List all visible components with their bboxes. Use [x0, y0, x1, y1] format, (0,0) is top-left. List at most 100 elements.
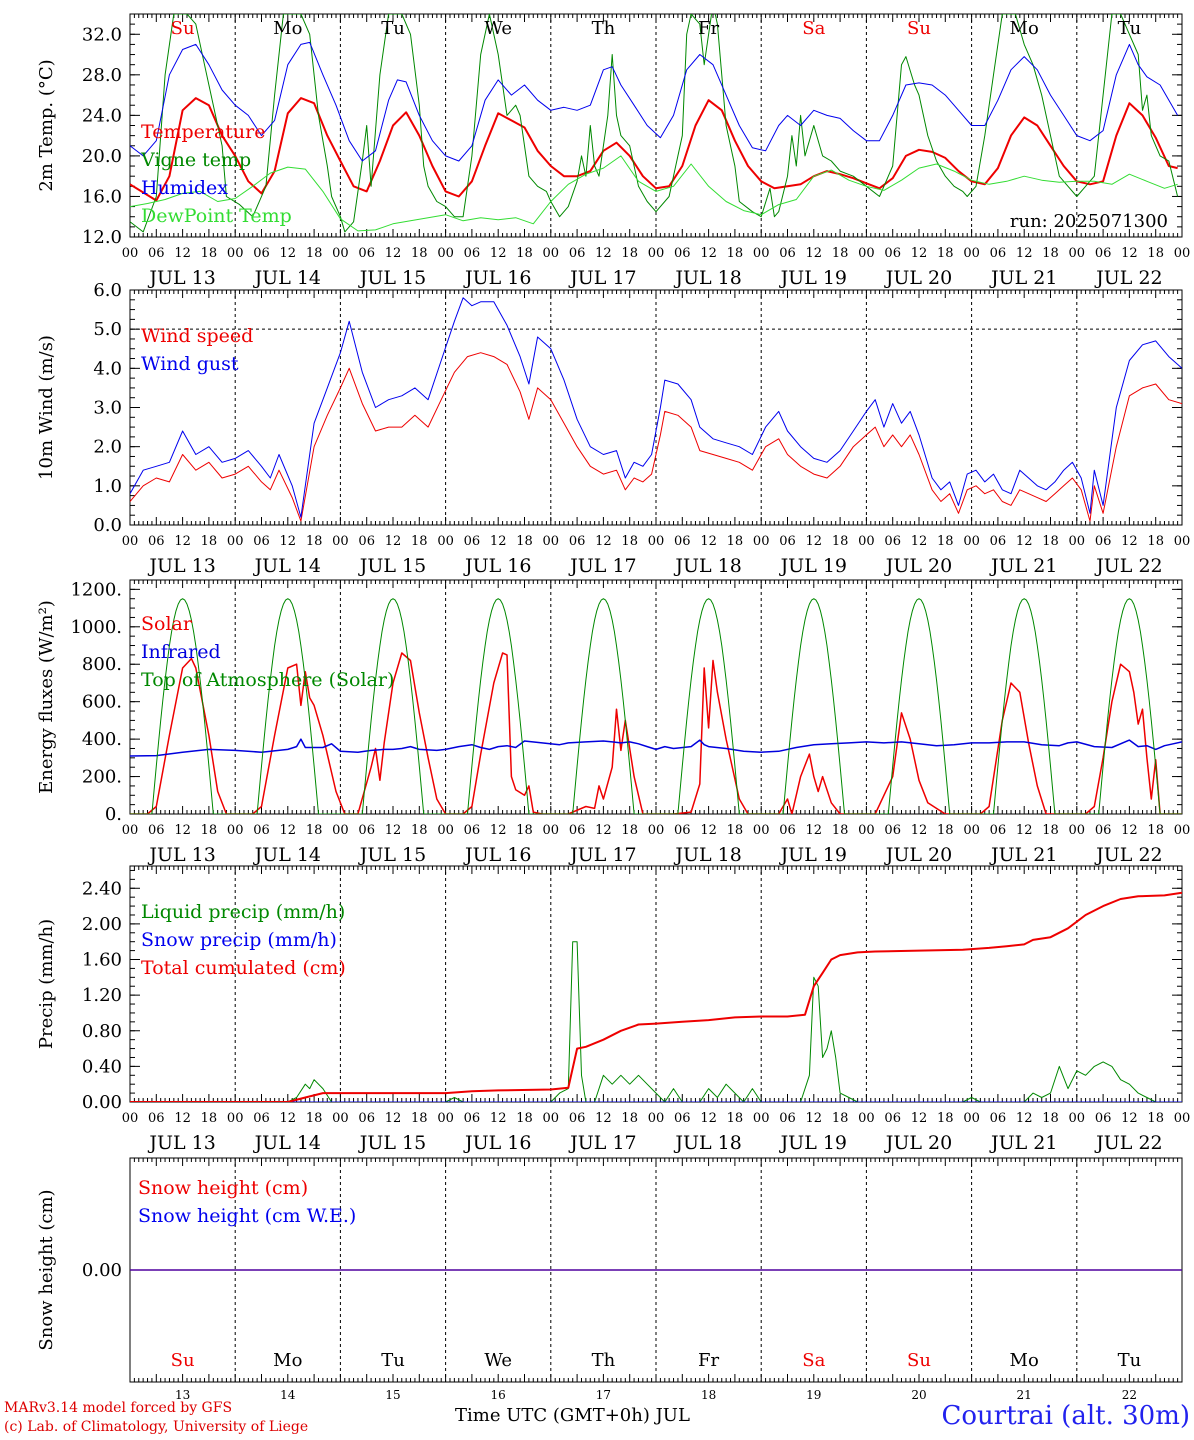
weekday-label: Mo — [273, 18, 302, 39]
x-tick-label: 00 — [753, 823, 770, 838]
x-tick-label: 06 — [569, 246, 586, 261]
x-tick-label: 12 — [280, 246, 297, 261]
x-tick-label: 00 — [753, 534, 770, 549]
x-tick-label: 06 — [990, 823, 1007, 838]
x-tick-label: 18 — [1147, 1111, 1164, 1126]
x-tick-label: 06 — [148, 534, 165, 549]
x-tick-label: 00 — [122, 246, 139, 261]
date-label: JUL 18 — [673, 844, 741, 866]
date-label: JUL 19 — [779, 267, 847, 289]
x-tick-label: 00 — [332, 1111, 349, 1126]
station-title: Courtrai (alt. 30m) — [941, 1401, 1191, 1431]
x-tick-label: 06 — [1095, 534, 1112, 549]
x-tick-label: 06 — [148, 246, 165, 261]
date-label: JUL 13 — [147, 555, 215, 577]
x-tick-label: 12 — [806, 823, 823, 838]
x-tick-label: 18 — [306, 1111, 323, 1126]
date-label: JUL 20 — [884, 555, 952, 577]
x-axis-title: Time UTC (GMT+0h) JUL — [455, 1405, 690, 1426]
x-tick-label: 18 — [621, 246, 638, 261]
legend-entry: Vigne temp — [140, 149, 251, 171]
date-label: JUL 17 — [568, 267, 636, 289]
x-tick-label: 06 — [884, 246, 901, 261]
x-tick-label: 06 — [464, 1111, 481, 1126]
series-line — [130, 14, 1179, 233]
y-tick-label: 32.0 — [82, 24, 122, 45]
date-label: JUL 20 — [884, 267, 952, 289]
x-tick-label: 06 — [148, 1111, 165, 1126]
y-tick-label: 2.40 — [82, 878, 122, 899]
date-label: JUL 19 — [779, 555, 847, 577]
date-label: JUL 18 — [673, 267, 741, 289]
y-tick-label: 24.0 — [82, 105, 122, 126]
x-tick-label: 18 — [201, 823, 218, 838]
date-label: JUL 13 — [147, 1132, 215, 1154]
x-tick-label: 06 — [569, 1111, 586, 1126]
date-label: JUL 18 — [673, 1132, 741, 1154]
x-tick-label: 00 — [227, 823, 244, 838]
x-tick-label: 18 — [832, 534, 849, 549]
y-axis-title: 2m Temp. (°C) — [36, 59, 57, 191]
x-tick-label: 18 — [201, 534, 218, 549]
day-number: 19 — [806, 1388, 821, 1402]
x-tick-label: 18 — [306, 246, 323, 261]
x-tick-label: 18 — [832, 1111, 849, 1126]
x-tick-label: 12 — [806, 246, 823, 261]
weekday-label: Sa — [802, 18, 825, 39]
x-tick-label: 06 — [253, 1111, 270, 1126]
date-label: JUL 14 — [253, 844, 321, 866]
x-tick-label: 18 — [621, 823, 638, 838]
x-tick-label: 18 — [621, 534, 638, 549]
y-tick-label: 12.0 — [82, 227, 122, 248]
x-tick-label: 00 — [543, 823, 560, 838]
day-number: 14 — [280, 1388, 296, 1402]
x-tick-label: 12 — [1016, 246, 1033, 261]
date-label: JUL 22 — [1094, 844, 1162, 866]
weekday-label: Mo — [1010, 1350, 1039, 1371]
x-tick-label: 12 — [1016, 534, 1033, 549]
x-tick-label: 00 — [1174, 534, 1191, 549]
x-tick-label: 00 — [227, 534, 244, 549]
y-tick-label: 600. — [82, 692, 122, 713]
x-tick-label: 00 — [648, 823, 665, 838]
weekday-label: Su — [171, 18, 195, 39]
x-tick-label: 12 — [595, 246, 612, 261]
weekday-label: Fr — [698, 18, 719, 39]
weekday-label: Sa — [802, 1350, 825, 1371]
x-tick-label: 00 — [1069, 534, 1086, 549]
x-tick-label: 12 — [806, 1111, 823, 1126]
x-tick-label: 06 — [358, 1111, 375, 1126]
x-tick-label: 06 — [253, 823, 270, 838]
x-tick-label: 18 — [306, 534, 323, 549]
date-label: JUL 15 — [358, 267, 426, 289]
x-tick-label: 12 — [174, 246, 191, 261]
x-tick-label: 18 — [937, 534, 954, 549]
x-tick-label: 12 — [280, 534, 297, 549]
y-tick-label: 2.0 — [93, 437, 122, 458]
x-tick-label: 06 — [358, 246, 375, 261]
x-tick-label: 18 — [411, 534, 428, 549]
x-tick-label: 18 — [1042, 823, 1059, 838]
x-tick-label: 18 — [201, 246, 218, 261]
weekday-label: Tu — [1118, 18, 1142, 39]
x-tick-label: 12 — [700, 246, 717, 261]
y-tick-label: 0. — [105, 804, 122, 825]
day-number: 21 — [1017, 1388, 1032, 1402]
y-tick-label: 2.00 — [82, 914, 122, 935]
day-number: 20 — [911, 1388, 926, 1402]
legend-entry: Humidex — [141, 177, 228, 199]
series-line — [130, 652, 1182, 814]
x-tick-label: 06 — [358, 823, 375, 838]
x-tick-label: 00 — [543, 1111, 560, 1126]
y-tick-label: 5.0 — [93, 319, 122, 340]
y-tick-label: 0.80 — [82, 1021, 122, 1042]
x-tick-label: 12 — [280, 823, 297, 838]
x-tick-label: 00 — [1069, 823, 1086, 838]
x-tick-label: 12 — [1121, 534, 1138, 549]
x-tick-label: 12 — [1121, 246, 1138, 261]
x-tick-label: 12 — [174, 534, 191, 549]
x-tick-label: 18 — [727, 823, 744, 838]
series-line — [130, 598, 1182, 814]
x-tick-label: 18 — [937, 1111, 954, 1126]
